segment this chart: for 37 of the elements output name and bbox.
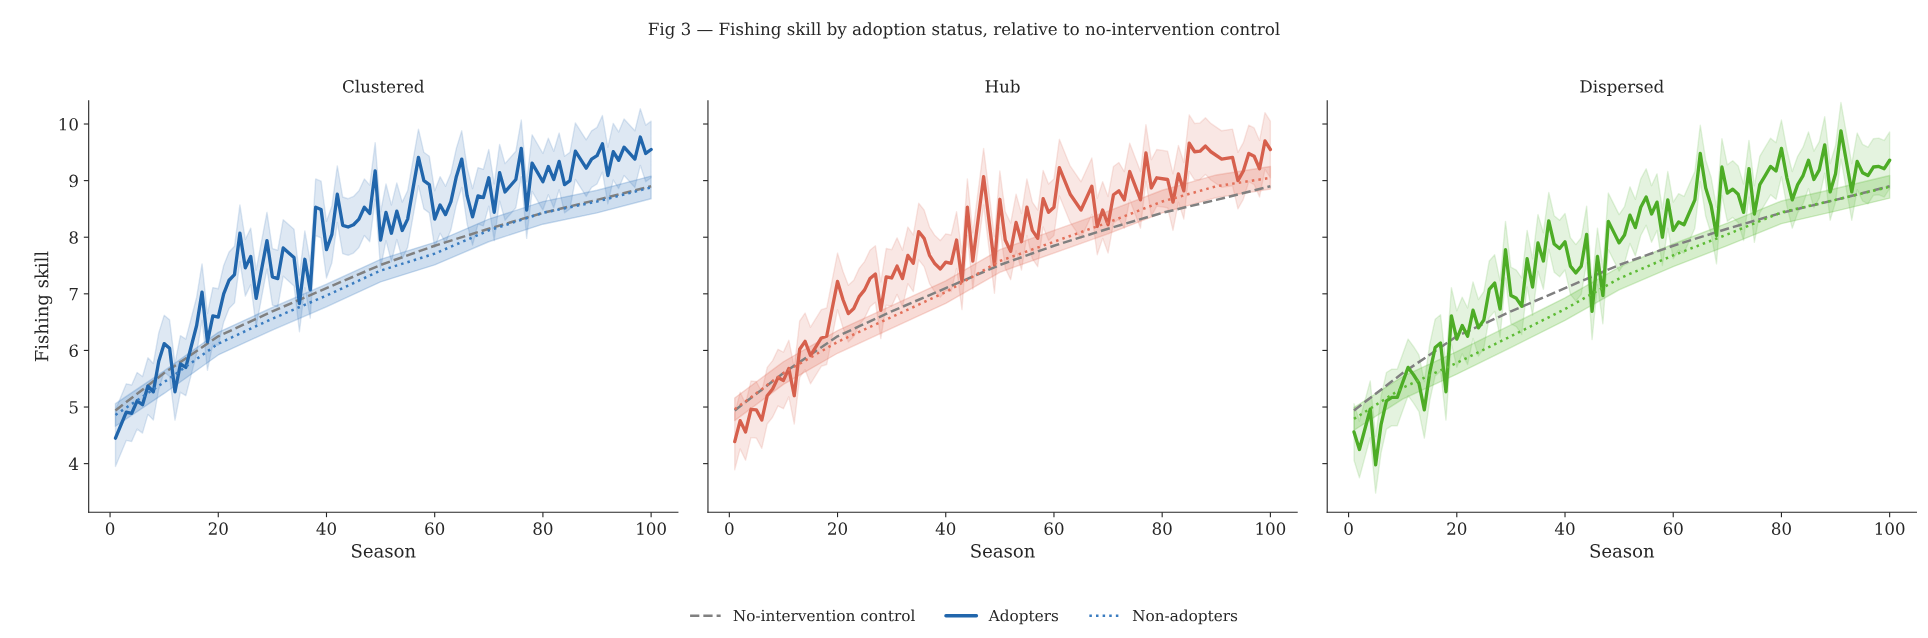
x-axis-title: Season: [1590, 544, 1655, 558]
y-tick-label: 8: [69, 231, 78, 244]
x-tick-label: 20: [828, 522, 848, 535]
x-tick-label: 80: [1152, 522, 1172, 535]
x-axis-title: Season: [352, 544, 416, 558]
x-axis-title: Season: [971, 544, 1035, 558]
x-tick-label: 0: [725, 522, 734, 535]
y-tick-label: 4: [68, 457, 79, 470]
x-tick-label: 0: [1344, 522, 1353, 535]
y-tick-label: 6: [69, 344, 78, 357]
chart-title: Clustered: [343, 79, 425, 93]
y-tick-label: 7: [69, 288, 78, 301]
line-series: [113, 135, 653, 440]
legend-label: Non-adopters: [1132, 609, 1238, 625]
x-tick-label: 60: [1663, 522, 1683, 535]
x-tick-label: 100: [1875, 522, 1905, 535]
x-tick-label: 60: [425, 522, 445, 535]
y-tick-label: 5: [69, 401, 78, 414]
legend-label: Adopters: [988, 609, 1059, 625]
x-tick-label: 60: [1044, 522, 1064, 535]
chart-title: Hub: [985, 79, 1020, 93]
chart-title: Dispersed: [1580, 79, 1664, 96]
y-axis-title: Fishing skill: [34, 251, 53, 362]
y-tick-label: 9: [69, 174, 78, 188]
x-tick-label: 20: [1447, 522, 1467, 535]
y-tick-label: 10: [59, 117, 78, 131]
x-tick-label: 20: [208, 522, 228, 535]
x-tick-label: 40: [935, 522, 956, 535]
x-tick-label: 100: [1256, 522, 1286, 535]
x-tick-label: 80: [1771, 522, 1791, 535]
x-tick-label: 100: [637, 522, 666, 535]
x-tick-label: 40: [1554, 522, 1575, 535]
x-tick-label: 0: [105, 522, 115, 535]
x-tick-label: 80: [533, 522, 553, 535]
caption: Fig 3 — Fishing skill by adoption status, relative to no-intervention control: [648, 22, 1280, 39]
legend-label: No-intervention control: [733, 609, 915, 622]
x-tick-label: 40: [316, 522, 336, 535]
